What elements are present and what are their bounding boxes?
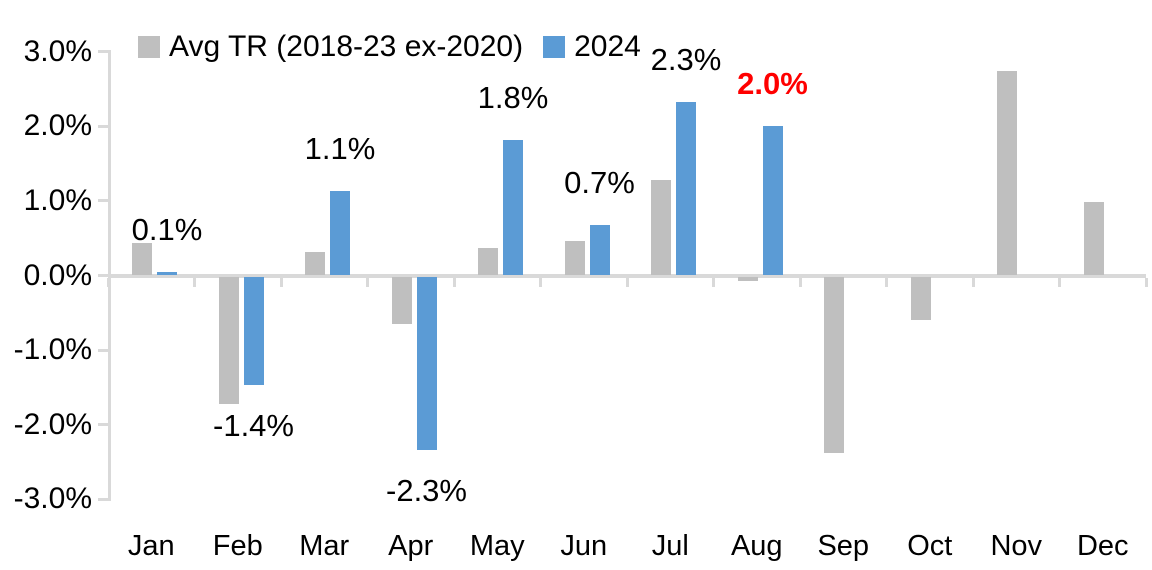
bar-2024-aug <box>762 125 783 276</box>
x-axis-tick <box>625 277 629 287</box>
x-axis-tick <box>885 277 888 287</box>
x-axis-tick <box>798 277 802 287</box>
y-axis-tick-label: -2.0% <box>13 407 92 441</box>
bar-avg-feb <box>218 276 239 405</box>
data-label-2024-aug: 2.0% <box>737 65 808 101</box>
bar-avg-nov <box>997 71 1017 276</box>
x-axis-label-aug: Aug <box>730 530 783 562</box>
x-axis-label-dec: Dec <box>1076 530 1129 562</box>
legend-swatch-2024-icon <box>543 36 566 58</box>
bar-avg-dec <box>1083 202 1104 276</box>
y-axis-tick <box>98 497 108 501</box>
bar-2024-jan <box>157 271 177 276</box>
data-label-2024-may: 1.8% <box>477 79 549 115</box>
bar-2024-apr <box>416 276 437 451</box>
x-axis-label-nov: Nov <box>990 530 1043 562</box>
bar-2024-may <box>503 139 523 276</box>
bar-2024-mar <box>330 191 350 276</box>
legend-label-avg-tr: Avg TR (2018-23 ex-2020) <box>169 30 524 63</box>
bar-2024-jul <box>676 102 696 276</box>
y-axis-tick <box>98 199 108 203</box>
y-axis-tick-label: 2.0% <box>23 109 92 143</box>
x-axis-tick <box>366 277 369 287</box>
x-axis-tick <box>1058 277 1061 287</box>
bar-2024-jun <box>589 224 610 276</box>
bar-avg-mar <box>305 252 325 276</box>
data-label-2024-jun: 0.7% <box>564 164 635 200</box>
x-axis-label-oct: Oct <box>907 530 953 562</box>
x-axis-tick <box>193 277 196 287</box>
y-axis-tick <box>98 348 108 352</box>
x-axis-tick <box>1144 277 1148 287</box>
data-label-2024-jul: 2.3% <box>650 42 722 78</box>
x-axis-tick <box>452 277 456 287</box>
x-axis-tick <box>279 277 283 287</box>
bar-avg-jul <box>651 180 671 276</box>
y-axis-tick-label: -1.0% <box>13 333 92 367</box>
x-axis-tick <box>539 277 542 287</box>
y-axis-tick-label: 1.0% <box>23 183 92 217</box>
x-axis-label-mar: Mar <box>299 530 350 562</box>
x-axis-tick <box>712 277 715 287</box>
data-label-2024-mar: 1.1% <box>304 131 376 167</box>
y-axis-tick-label: 0.0% <box>23 258 92 292</box>
x-axis-tick <box>971 277 975 287</box>
x-axis-line <box>108 273 1146 278</box>
x-axis-label-may: May <box>469 530 525 562</box>
chart-legend: Avg TR (2018-23 ex-2020) 2024 <box>138 30 641 64</box>
bar-avg-jan <box>132 243 152 276</box>
bar-avg-apr <box>391 276 412 325</box>
data-label-2024-feb: -1.4% <box>213 407 294 443</box>
data-label-2024-apr: -2.3% <box>386 473 467 509</box>
y-axis-tick <box>98 423 108 427</box>
bar-avg-may <box>478 247 498 276</box>
x-axis-label-jun: Jun <box>560 530 608 562</box>
bar-avg-jun <box>564 241 585 276</box>
legend-swatch-avg-tr-icon <box>138 36 160 58</box>
x-axis-label-jan: Jan <box>127 530 175 562</box>
x-axis-label-jul: Jul <box>651 530 689 562</box>
data-label-2024-jan: 0.1% <box>131 211 203 247</box>
legend-item-2024: 2024 <box>543 30 641 64</box>
y-axis-tick-label: 3.0% <box>23 34 92 68</box>
bar-avg-aug <box>737 276 758 281</box>
x-axis-label-sep: Sep <box>817 530 870 562</box>
bar-avg-oct <box>910 276 931 320</box>
legend-label-2024: 2024 <box>574 30 641 63</box>
y-axis-tick-label: -3.0% <box>13 482 92 516</box>
y-axis-tick <box>98 124 108 128</box>
legend-item-avg-tr: Avg TR (2018-23 ex-2020) <box>138 30 523 64</box>
x-axis-tick <box>106 277 110 287</box>
x-axis-label-apr: Apr <box>388 530 434 562</box>
x-axis-label-feb: Feb <box>212 530 263 562</box>
y-axis-tick <box>98 50 108 54</box>
bar-2024-feb <box>243 276 264 385</box>
y-axis-tick <box>98 274 108 277</box>
bar-avg-sep <box>824 276 844 454</box>
